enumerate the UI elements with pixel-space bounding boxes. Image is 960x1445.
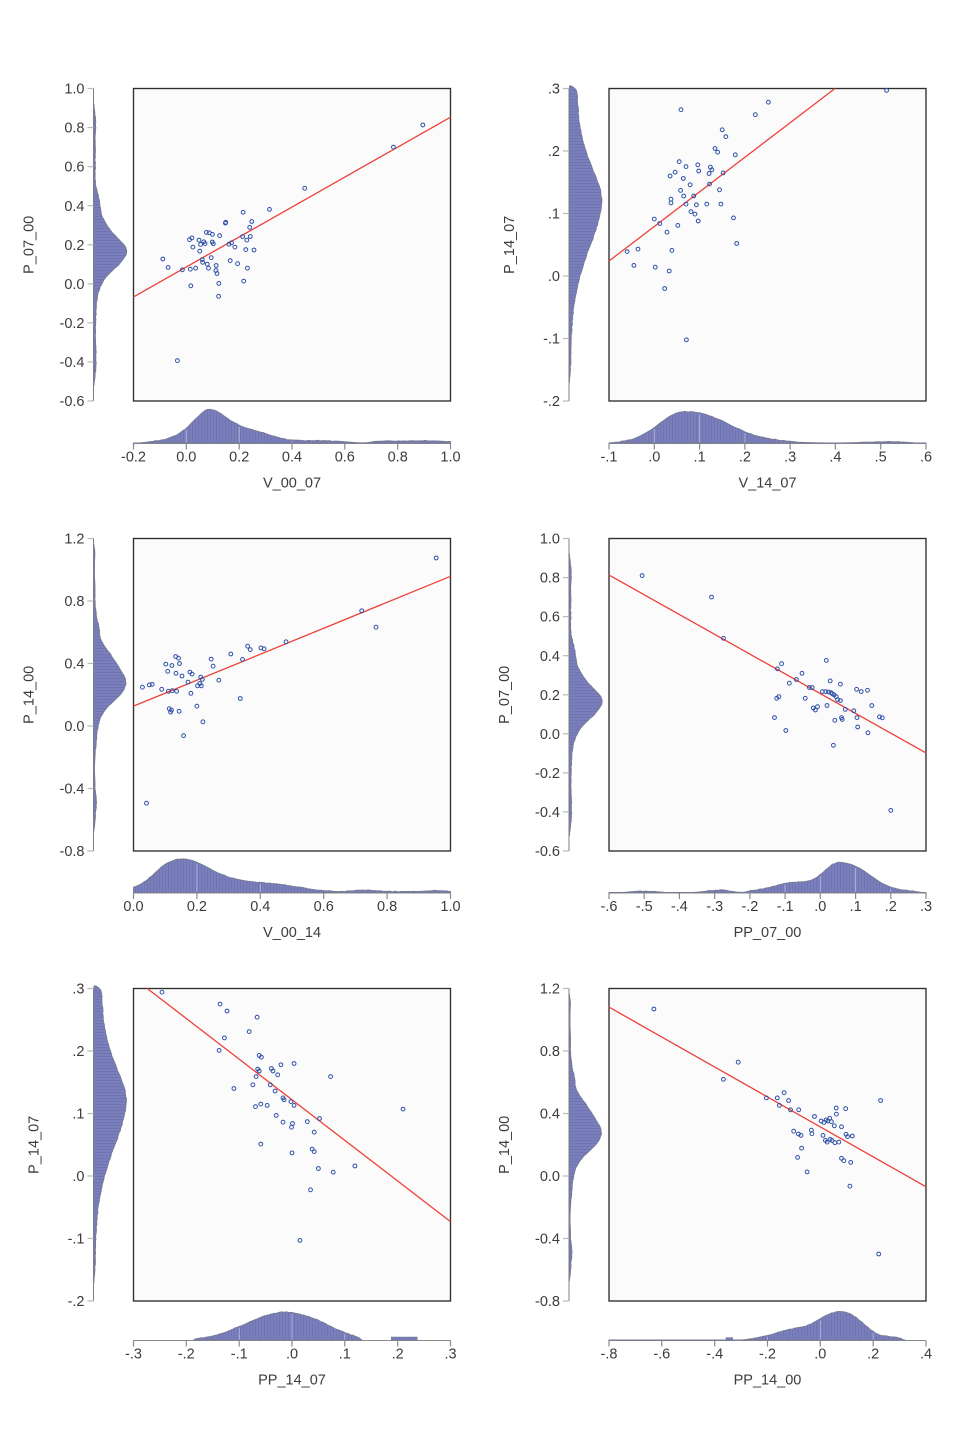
svg-text:.0: .0 bbox=[814, 899, 826, 915]
svg-text:.3: .3 bbox=[72, 982, 84, 998]
svg-text:-0.2: -0.2 bbox=[121, 450, 146, 466]
svg-text:0.0: 0.0 bbox=[540, 1169, 560, 1185]
svg-text:.2: .2 bbox=[548, 144, 560, 160]
svg-text:P_14_07: P_14_07 bbox=[502, 216, 518, 274]
svg-text:0.0: 0.0 bbox=[64, 277, 84, 293]
svg-text:-.1: -.1 bbox=[777, 899, 794, 915]
svg-text:0.2: 0.2 bbox=[187, 899, 207, 915]
svg-text:.1: .1 bbox=[72, 1107, 84, 1123]
svg-text:.1: .1 bbox=[548, 207, 560, 223]
svg-text:-.2: -.2 bbox=[741, 899, 758, 915]
svg-text:0.8: 0.8 bbox=[64, 594, 84, 610]
svg-text:0.8: 0.8 bbox=[377, 899, 397, 915]
svg-text:-.8: -.8 bbox=[601, 1347, 618, 1363]
svg-text:0.2: 0.2 bbox=[64, 238, 84, 254]
svg-text:.1: .1 bbox=[850, 899, 862, 915]
svg-text:0.0: 0.0 bbox=[176, 450, 196, 466]
svg-text:.3: .3 bbox=[784, 450, 796, 466]
svg-text:0.4: 0.4 bbox=[540, 1107, 560, 1123]
svg-text:0.4: 0.4 bbox=[250, 899, 270, 915]
svg-text:.2: .2 bbox=[885, 899, 897, 915]
svg-text:P_14_00: P_14_00 bbox=[22, 666, 38, 724]
svg-text:.1: .1 bbox=[694, 450, 706, 466]
svg-text:PP_14_07: PP_14_07 bbox=[258, 1373, 326, 1389]
svg-text:-.2: -.2 bbox=[68, 1294, 85, 1310]
svg-text:0.8: 0.8 bbox=[388, 450, 408, 466]
svg-text:-0.8: -0.8 bbox=[60, 844, 85, 860]
svg-text:0.8: 0.8 bbox=[540, 571, 560, 587]
svg-text:-.1: -.1 bbox=[601, 450, 618, 466]
svg-text:-.2: -.2 bbox=[178, 1347, 195, 1363]
svg-text:P_07_00: P_07_00 bbox=[22, 216, 38, 274]
svg-text:.4: .4 bbox=[920, 1347, 932, 1363]
svg-text:.3: .3 bbox=[920, 899, 932, 915]
svg-text:P_07_00: P_07_00 bbox=[497, 666, 513, 724]
svg-text:0.0: 0.0 bbox=[540, 727, 560, 743]
svg-text:-0.4: -0.4 bbox=[60, 782, 85, 798]
svg-text:-.1: -.1 bbox=[543, 332, 560, 348]
svg-text:-.1: -.1 bbox=[231, 1347, 248, 1363]
svg-text:-.4: -.4 bbox=[671, 899, 688, 915]
svg-text:-0.6: -0.6 bbox=[535, 844, 560, 860]
svg-text:PP_14_00: PP_14_00 bbox=[734, 1373, 802, 1389]
svg-text:.0: .0 bbox=[72, 1169, 84, 1185]
svg-text:.4: .4 bbox=[829, 450, 841, 466]
svg-text:V_00_07: V_00_07 bbox=[263, 476, 321, 492]
svg-text:.3: .3 bbox=[548, 82, 560, 98]
svg-text:-.3: -.3 bbox=[125, 1347, 142, 1363]
svg-text:-0.6: -0.6 bbox=[60, 394, 85, 410]
svg-text:0.4: 0.4 bbox=[64, 199, 84, 215]
svg-text:0.4: 0.4 bbox=[282, 450, 302, 466]
svg-text:0.4: 0.4 bbox=[540, 649, 560, 665]
svg-text:-.3: -.3 bbox=[706, 899, 723, 915]
svg-text:1.0: 1.0 bbox=[440, 450, 460, 466]
svg-text:.5: .5 bbox=[875, 450, 887, 466]
svg-text:-.5: -.5 bbox=[636, 899, 653, 915]
svg-text:-.1: -.1 bbox=[68, 1232, 85, 1248]
svg-text:-.4: -.4 bbox=[706, 1347, 723, 1363]
svg-text:.2: .2 bbox=[392, 1347, 404, 1363]
svg-text:0.4: 0.4 bbox=[64, 657, 84, 673]
svg-text:0.0: 0.0 bbox=[64, 719, 84, 735]
svg-text:0.2: 0.2 bbox=[229, 450, 249, 466]
svg-text:0.6: 0.6 bbox=[64, 160, 84, 176]
svg-text:-0.4: -0.4 bbox=[535, 1232, 560, 1248]
svg-text:1.2: 1.2 bbox=[540, 982, 560, 998]
svg-text:0.8: 0.8 bbox=[540, 1044, 560, 1060]
svg-text:1.0: 1.0 bbox=[440, 899, 460, 915]
svg-text:.1: .1 bbox=[339, 1347, 351, 1363]
svg-text:0.8: 0.8 bbox=[64, 121, 84, 137]
svg-text:0.6: 0.6 bbox=[335, 450, 355, 466]
svg-text:1.0: 1.0 bbox=[64, 82, 84, 98]
svg-text:-0.8: -0.8 bbox=[535, 1294, 560, 1310]
svg-text:-.2: -.2 bbox=[759, 1347, 776, 1363]
svg-text:-0.4: -0.4 bbox=[60, 355, 85, 371]
svg-text:.2: .2 bbox=[867, 1347, 879, 1363]
svg-text:0.6: 0.6 bbox=[540, 610, 560, 626]
svg-text:P_14_00: P_14_00 bbox=[497, 1116, 513, 1174]
svg-text:.0: .0 bbox=[548, 269, 560, 285]
svg-text:P_14_07: P_14_07 bbox=[27, 1116, 43, 1174]
svg-text:.2: .2 bbox=[72, 1044, 84, 1060]
svg-text:-.6: -.6 bbox=[653, 1347, 670, 1363]
svg-text:0.6: 0.6 bbox=[314, 899, 334, 915]
svg-text:1.2: 1.2 bbox=[64, 532, 84, 548]
svg-text:-.6: -.6 bbox=[601, 899, 618, 915]
svg-text:V_00_14: V_00_14 bbox=[263, 925, 321, 941]
svg-text:0.2: 0.2 bbox=[540, 688, 560, 704]
svg-text:V_14_07: V_14_07 bbox=[738, 476, 796, 492]
svg-text:-0.4: -0.4 bbox=[535, 805, 560, 821]
svg-text:1.0: 1.0 bbox=[540, 532, 560, 548]
svg-text:-.2: -.2 bbox=[543, 394, 560, 410]
svg-text:-0.2: -0.2 bbox=[535, 766, 560, 782]
svg-text:PP_07_00: PP_07_00 bbox=[734, 925, 802, 941]
svg-text:.0: .0 bbox=[286, 1347, 298, 1363]
svg-text:.0: .0 bbox=[814, 1347, 826, 1363]
svg-text:-0.2: -0.2 bbox=[60, 316, 85, 332]
svg-text:0.0: 0.0 bbox=[123, 899, 143, 915]
svg-text:.0: .0 bbox=[648, 450, 660, 466]
svg-text:.3: .3 bbox=[444, 1347, 456, 1363]
svg-text:.6: .6 bbox=[920, 450, 932, 466]
svg-text:.2: .2 bbox=[739, 450, 751, 466]
